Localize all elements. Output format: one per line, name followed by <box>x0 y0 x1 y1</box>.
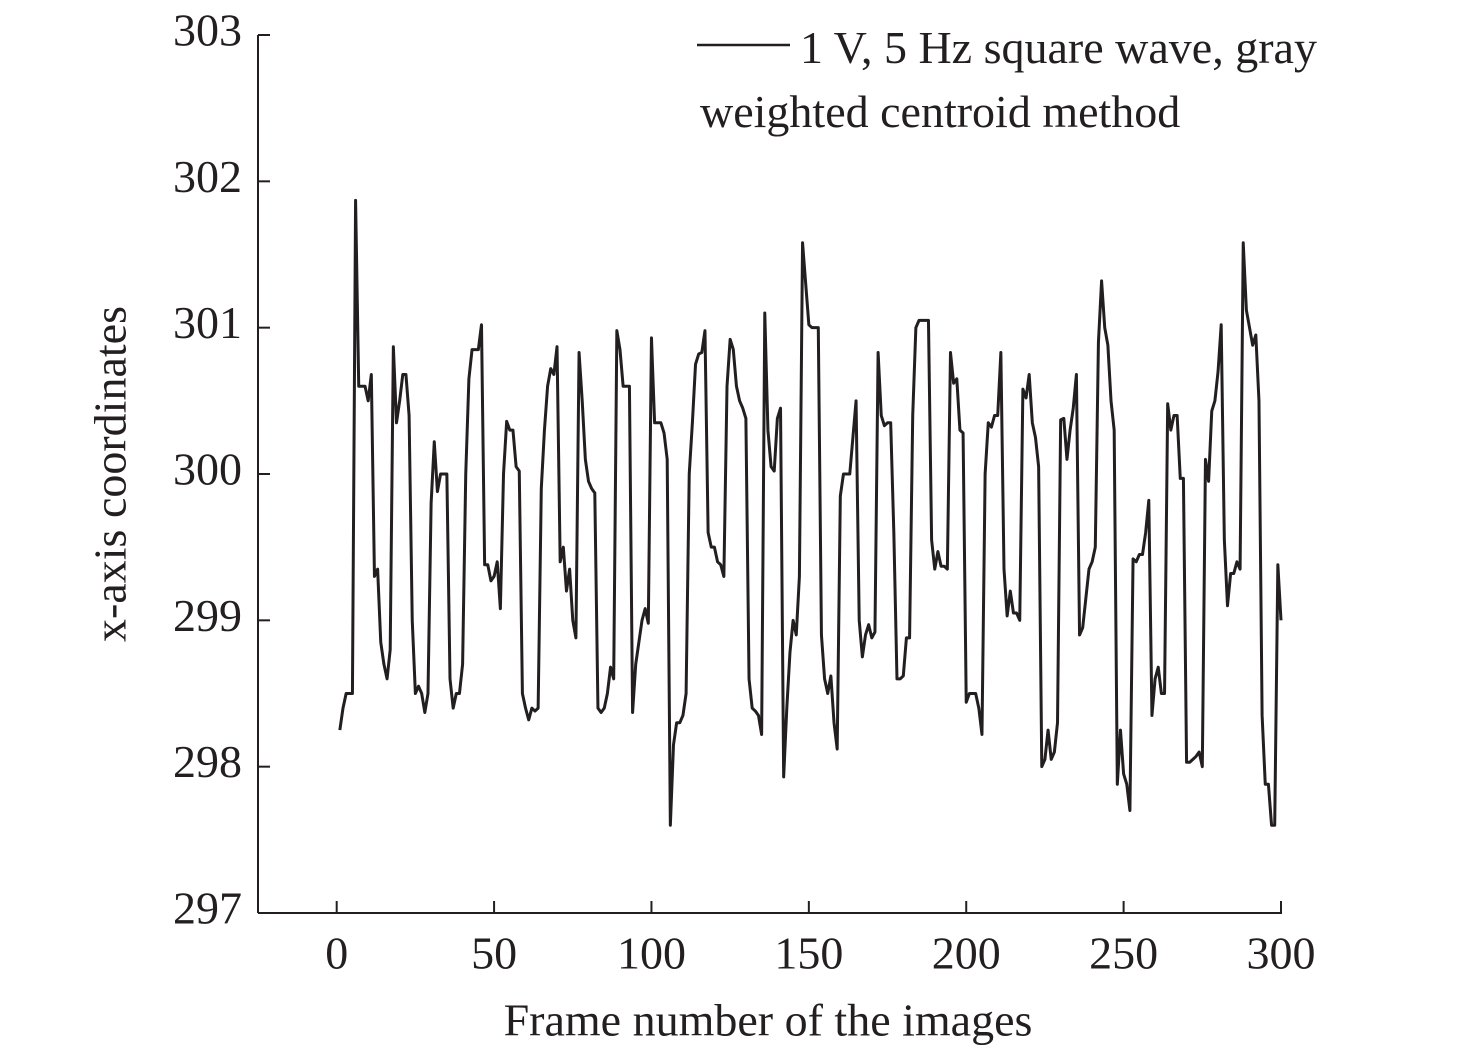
y-tick-label: 298 <box>173 736 242 787</box>
x-tick-label: 100 <box>617 928 686 979</box>
y-tick-label: 300 <box>173 444 242 495</box>
x-axis-label: Frame number of the images <box>504 995 1033 1046</box>
y-axis-label: x-axis coordinates <box>85 306 136 642</box>
x-tick-label: 150 <box>774 928 843 979</box>
data-line <box>338 198 1283 827</box>
x-tick-label: 0 <box>325 928 348 979</box>
x-tick-label: 200 <box>932 928 1001 979</box>
x-tick-label: 50 <box>471 928 517 979</box>
y-tick-label: 299 <box>173 590 242 641</box>
legend-label: 1 V, 5 Hz square wave, gray weighted cen… <box>700 22 1317 137</box>
x-tick-label: 250 <box>1089 928 1158 979</box>
y-tick-label: 303 <box>173 5 242 56</box>
y-tick-label: 297 <box>173 883 242 934</box>
y-tick-label: 302 <box>173 151 242 202</box>
y-tick-label: 301 <box>173 297 242 348</box>
x-tick-label: 300 <box>1247 928 1316 979</box>
